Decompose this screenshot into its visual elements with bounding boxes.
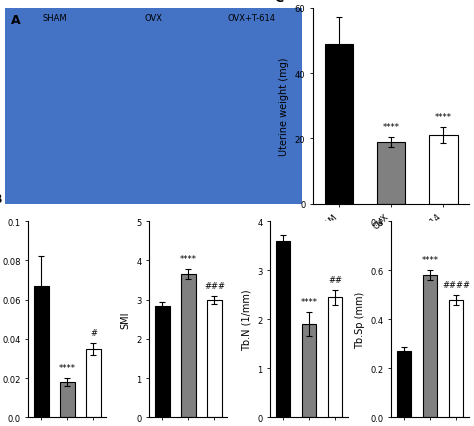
Text: ****: **** [180,255,197,264]
Bar [155,306,170,417]
Bar [377,142,405,204]
Text: #: # [90,328,97,337]
Text: C: C [274,0,283,5]
Y-axis label: Tb.N (1/mm): Tb.N (1/mm) [242,289,252,350]
Text: ****: **** [435,113,452,122]
Y-axis label: SMI: SMI [121,311,131,328]
Text: A: A [11,14,20,27]
Bar [429,136,457,204]
Bar [207,300,221,417]
Bar [181,274,196,417]
Text: SHAM: SHAM [43,14,67,23]
Bar [276,241,291,417]
Text: ****: **** [301,297,318,306]
Bar [423,276,438,417]
Text: ###: ### [204,281,225,290]
Text: ****: **** [59,363,76,372]
Bar [86,349,100,417]
Text: ****: **** [422,256,439,265]
Bar [34,286,49,417]
Bar [302,325,317,417]
Text: ####: #### [442,280,470,289]
Text: ##: ## [328,275,342,284]
Y-axis label: Tb.Sp (mm): Tb.Sp (mm) [355,291,365,348]
Bar [328,297,343,417]
Text: OVX: OVX [144,14,162,23]
Text: ****: **** [383,123,400,132]
Bar [397,351,411,417]
Y-axis label: Uterine weight (mg): Uterine weight (mg) [279,58,289,155]
Text: B: B [0,193,3,206]
Bar [449,300,464,417]
Bar [325,44,353,204]
Text: OVX+T-614: OVX+T-614 [227,14,275,23]
Bar [60,382,74,417]
